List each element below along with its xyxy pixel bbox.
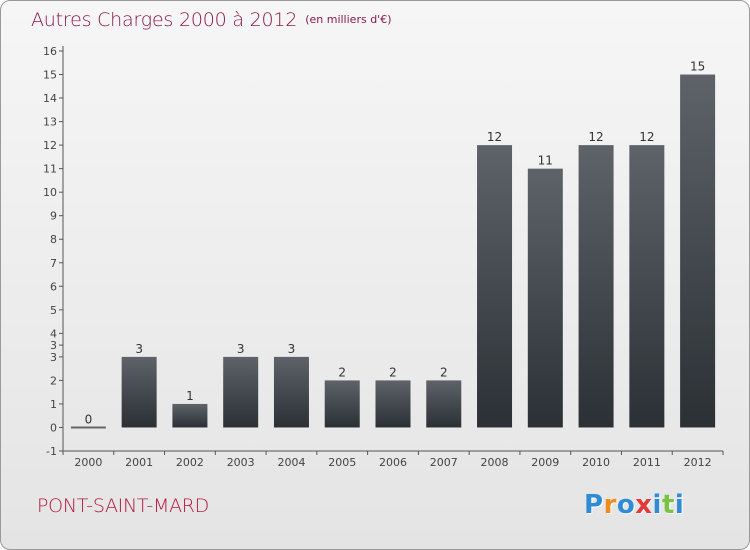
y-tick-label: 5 (50, 304, 57, 317)
y-tick-label: 9 (50, 210, 57, 223)
x-tick-label: 2005 (328, 456, 356, 469)
x-tick-label: 2007 (430, 456, 458, 469)
y-tick-label: 11 (43, 163, 57, 176)
bar (426, 380, 462, 428)
bar (527, 168, 563, 428)
bar (680, 74, 716, 428)
y-tick-label: 2 (50, 374, 57, 387)
y-tick-label: 3 (50, 351, 57, 364)
y-tick-label: 6 (50, 280, 57, 293)
bar-value-label: 0 (85, 412, 93, 426)
brand-letter: o (616, 490, 636, 520)
bar-value-label: 2 (389, 365, 397, 379)
y-tick-label: 1 (50, 398, 57, 411)
y-tick-label: -1 (46, 445, 57, 458)
bar-value-label: 3 (135, 342, 143, 356)
y-tick-label: 8 (50, 233, 57, 246)
bar (273, 356, 309, 428)
brand-letter: x (635, 490, 653, 520)
x-tick-label: 2001 (125, 456, 153, 469)
bar (477, 145, 513, 428)
chart-title-row: Autres Charges 2000 à 2012 (en milliers d… (31, 9, 391, 31)
bar (629, 145, 665, 428)
x-tick-label: 2008 (481, 456, 509, 469)
x-tick-label: 2002 (176, 456, 204, 469)
bar (375, 380, 411, 428)
y-tick-label: 7 (50, 257, 57, 270)
x-tick-label: 2009 (531, 456, 559, 469)
brand-letter: r (603, 490, 617, 520)
chart-title: Autres Charges 2000 à 2012 (31, 9, 298, 31)
x-tick-label: 2003 (227, 456, 255, 469)
y-tick-label: 14 (43, 92, 57, 105)
x-tick-label: 2011 (633, 456, 661, 469)
chart-subtitle: (en milliers d'€) (305, 13, 392, 26)
x-tick-label: 2004 (277, 456, 305, 469)
bar-value-label: 11 (538, 154, 553, 168)
bar-value-label: 3 (237, 342, 245, 356)
y-tick-label: 16 (43, 45, 57, 58)
bar-value-label: 15 (690, 60, 705, 74)
x-tick-label: 2006 (379, 456, 407, 469)
y-tick-label: 13 (43, 116, 57, 129)
bar-value-label: 3 (288, 342, 296, 356)
commune-name: PONT-SAINT-MARD (37, 495, 210, 517)
bar (578, 145, 614, 428)
y-tick-label: 12 (43, 139, 57, 152)
brand-letter: P (584, 490, 604, 520)
bar (121, 356, 157, 428)
bar (172, 403, 208, 428)
y-tick-label: 3 (50, 339, 57, 352)
y-tick-label: 15 (43, 69, 57, 82)
bar (324, 380, 360, 428)
y-tick-label: 0 (50, 421, 57, 434)
brand-letter: i (674, 490, 685, 520)
bar-value-label: 2 (440, 365, 448, 379)
bar-value-label: 12 (639, 130, 654, 144)
bar-value-label: 1 (186, 389, 194, 403)
x-tick-label: 2012 (684, 456, 712, 469)
bar-value-label: 2 (338, 365, 346, 379)
x-tick-label: 2000 (74, 456, 102, 469)
y-tick-label: 4 (50, 327, 57, 340)
y-tick-label: 10 (43, 186, 57, 199)
brand-letter: i (652, 490, 662, 520)
brand-logo: Proxiti (584, 490, 684, 520)
bar-value-label: 12 (588, 130, 603, 144)
x-tick-label: 2010 (582, 456, 610, 469)
bar (223, 356, 259, 428)
brand-letter: t (661, 490, 675, 520)
bar-value-label: 12 (487, 130, 502, 144)
